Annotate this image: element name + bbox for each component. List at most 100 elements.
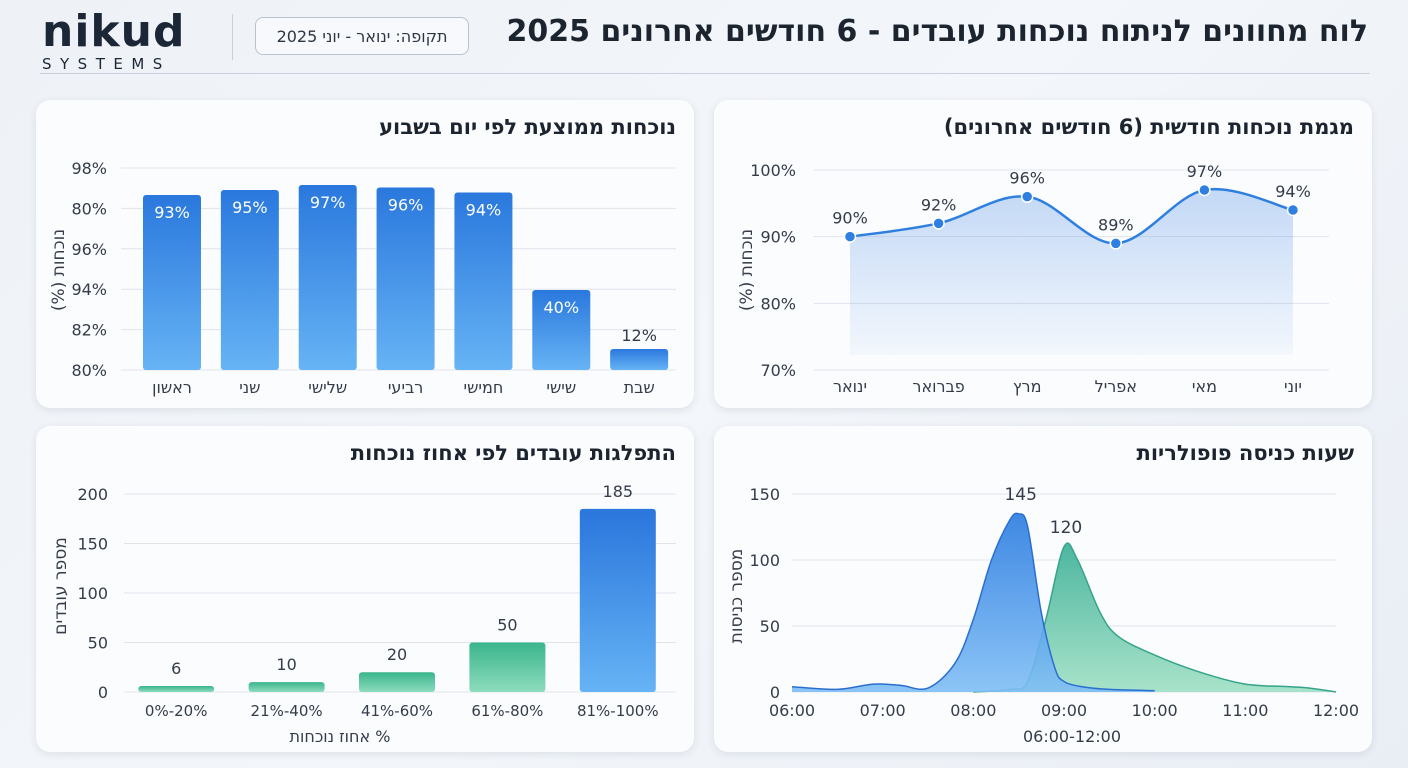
x-tick-label: 0%-20% xyxy=(145,702,208,720)
data-label: 50 xyxy=(497,616,517,635)
x-tick-label: ראשון xyxy=(152,378,192,397)
y-tick-label: 100% xyxy=(750,161,796,180)
x-tick-label: 08:00 xyxy=(950,701,996,720)
data-label: 20 xyxy=(387,645,407,664)
y-tick-label: 80% xyxy=(71,361,107,380)
series-line-blue xyxy=(791,512,1155,692)
distribution-chart: 0 50 100 150 200 6 0%-20% 10 21%-40% 20 41%-60% 50 6… xyxy=(51,482,676,746)
page-title: לוח מחוונים לניתוח נוכחות עובדים - 6 חוד… xyxy=(506,14,1368,49)
x-tick-label: 41%-60% xyxy=(361,702,433,720)
y-tick-label: 50 xyxy=(760,617,780,636)
bar xyxy=(248,682,325,692)
header-divider xyxy=(232,14,233,60)
x-axis-label: % אחוז נוכחות xyxy=(290,727,391,746)
y-tick-label: 100 xyxy=(77,584,108,603)
series-area-green xyxy=(973,543,1336,692)
bar xyxy=(532,290,591,370)
monthly-trend-chart: 70% 80% 90% 100% 90% ינואר 92% פברואר 96% מרץ 89% א… xyxy=(737,161,1329,396)
x-tick-label: מאי xyxy=(1192,377,1217,396)
y-tick-label: 98% xyxy=(71,159,107,178)
y-axis-label: נוכחות (%) xyxy=(49,229,69,311)
y-tick-label: 100 xyxy=(749,551,780,570)
x-tick-label: 21%-40% xyxy=(251,702,323,720)
data-point xyxy=(1286,203,1300,217)
bar xyxy=(143,195,201,370)
y-tick-label: 80% xyxy=(760,294,796,313)
x-tick-label: 12:00 xyxy=(1313,701,1359,720)
series-area-blue xyxy=(792,513,1155,692)
bar xyxy=(610,349,669,370)
x-axis-label: 06:00-12:00 xyxy=(1023,727,1121,746)
x-tick-label: שישי xyxy=(546,378,576,397)
x-tick-label: 06:00 xyxy=(769,701,815,720)
x-tick-label: יוני xyxy=(1284,377,1302,396)
y-axis-label: מספר כניסות xyxy=(727,549,747,644)
bar xyxy=(454,192,513,370)
y-tick-label: 50 xyxy=(88,634,108,653)
y-tick-label: 80% xyxy=(71,199,107,218)
data-label: 90% xyxy=(832,209,868,228)
y-tick-label: 96% xyxy=(71,240,107,259)
y-tick-label: 0 xyxy=(98,683,108,702)
data-label: 92% xyxy=(921,195,957,214)
data-label: 97% xyxy=(1187,162,1223,181)
header-underline xyxy=(40,73,1370,74)
x-tick-label: מרץ xyxy=(1013,377,1042,396)
x-tick-label: שבת xyxy=(624,378,655,397)
entry-hours-title: שעות כניסה פופולריות xyxy=(1136,441,1354,465)
x-tick-label: חמישי xyxy=(464,378,504,397)
y-tick-label: 200 xyxy=(77,485,108,504)
x-tick-label: רביעי xyxy=(388,378,423,397)
monthly-trend-panel: מגמת נוכחות חודשית (6 חודשים אחרונים) 70… xyxy=(714,100,1372,408)
bar xyxy=(469,642,546,692)
distribution-title: התפלגות עובדים לפי אחוז נוכחות xyxy=(350,441,676,465)
y-axis-label: נוכחות (%) xyxy=(737,229,757,311)
data-point xyxy=(1020,190,1034,203)
data-label: 185 xyxy=(603,482,634,501)
company-logo: nikud SYSTEMS xyxy=(42,6,210,74)
weekday-attendance-chart: 98% 80% 96% 94% 82% 80% 93% ראשון 95% שני 97% שלישי… xyxy=(49,159,676,397)
data-label: 93% xyxy=(154,203,190,222)
y-tick-label: 94% xyxy=(71,280,107,299)
x-tick-label: 81%-100% xyxy=(577,702,659,720)
x-tick-label: אפריל xyxy=(1095,377,1137,396)
logo-sub: SYSTEMS xyxy=(42,55,171,73)
bar xyxy=(298,185,357,370)
x-tick-label: 09:00 xyxy=(1041,701,1087,720)
data-label: 97% xyxy=(310,193,346,212)
data-label: 96% xyxy=(388,196,424,215)
peak-label: 120 xyxy=(1050,518,1082,538)
y-tick-label: 82% xyxy=(71,321,107,340)
data-label: 40% xyxy=(544,298,580,317)
monthly-trend-title: מגמת נוכחות חודשית (6 חודשים אחרונים) xyxy=(943,115,1354,139)
x-tick-label: 07:00 xyxy=(860,701,906,720)
data-point xyxy=(1198,183,1211,197)
logo-word: nikud xyxy=(42,6,186,57)
bar xyxy=(376,187,435,370)
data-label: 6 xyxy=(171,659,181,678)
data-label: 96% xyxy=(1009,169,1045,188)
period-badge[interactable]: תקופה: ינואר - יוני 2025 xyxy=(255,17,469,55)
x-tick-label: 10:00 xyxy=(1132,701,1178,720)
x-tick-label: שלישי xyxy=(308,378,347,397)
data-point xyxy=(1109,237,1123,250)
data-label: 95% xyxy=(232,198,268,217)
x-tick-label: ינואר xyxy=(833,377,867,396)
dashboard-header: לוח מחוונים לניתוח נוכחות עובדים - 6 חוד… xyxy=(0,0,1408,78)
data-label: 12% xyxy=(621,326,657,345)
x-tick-label: שני xyxy=(239,378,260,397)
y-tick-label: 0 xyxy=(770,683,780,702)
data-label: 94% xyxy=(1275,182,1311,201)
x-tick-label: פברואר xyxy=(912,377,964,396)
bar xyxy=(579,508,656,692)
y-tick-label: 150 xyxy=(77,535,108,554)
y-tick-label: 90% xyxy=(760,228,796,247)
y-tick-label: 150 xyxy=(749,485,780,504)
peak-label: 145 xyxy=(1004,485,1036,505)
weekday-attendance-title: נוכחות ממוצעת לפי יום בשבוע xyxy=(379,115,676,139)
data-label: 94% xyxy=(466,201,502,220)
entry-hours-chart: 0 50 100 150 120 145 06:00 07:00 08:00 09:00 10:00… xyxy=(727,485,1359,746)
area-fill xyxy=(850,189,1293,355)
entry-hours-panel: שעות כניסה פופולריות 0 50 100 150 120 145 06:0… xyxy=(714,426,1372,752)
distribution-panel: התפלגות עובדים לפי אחוז נוכחות 0 50 100 150… xyxy=(36,426,694,752)
